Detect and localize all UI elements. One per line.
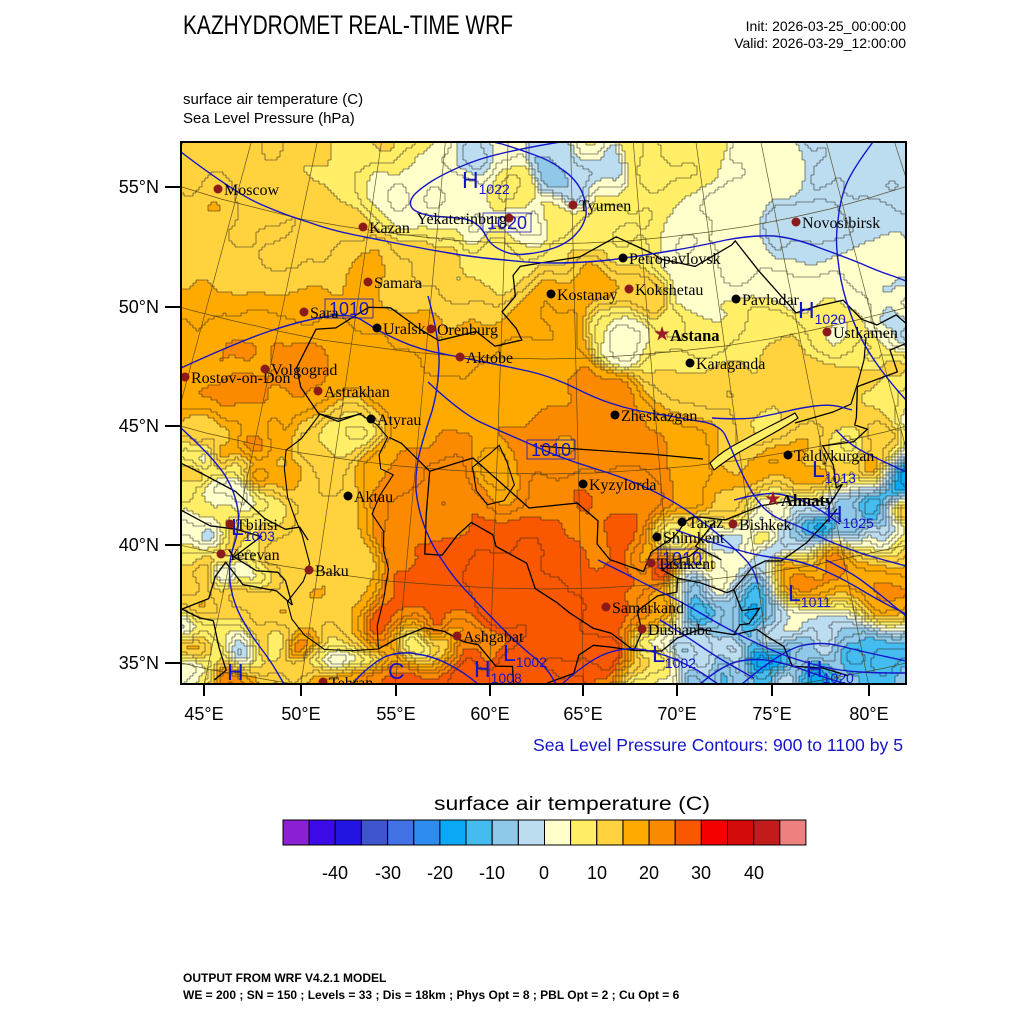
svg-text:40°N: 40°N [119,535,159,555]
svg-text:10: 10 [587,863,607,883]
svg-text:C: C [388,658,405,684]
svg-text:70°E: 70°E [657,704,696,724]
svg-text:surface air temperature (C): surface air temperature (C) [183,91,363,108]
svg-text:Volgograd: Volgograd [271,362,337,379]
svg-text:Tehran: Tehran [329,675,373,692]
svg-text:1010: 1010 [662,549,702,569]
svg-text:Tyumen: Tyumen [579,198,631,215]
svg-text:Taraz: Taraz [688,515,723,532]
svg-text:0: 0 [539,863,549,883]
svg-text:Zheskazgan: Zheskazgan [621,408,697,425]
svg-text:50°N: 50°N [119,297,159,317]
svg-text:Astrakhan: Astrakhan [324,384,390,401]
svg-text:60°E: 60°E [470,704,509,724]
svg-text:Samarkand: Samarkand [612,600,684,617]
svg-text:80°E: 80°E [849,704,888,724]
svg-text:Astana: Astana [670,326,720,345]
svg-text:-20: -20 [427,863,453,883]
svg-text:Pavlodar: Pavlodar [742,292,800,309]
svg-text:45°N: 45°N [119,416,159,436]
svg-text:Tashkent: Tashkent [657,556,715,573]
svg-text:Samara: Samara [374,275,422,292]
svg-text:45°E: 45°E [184,704,223,724]
svg-text:35°N: 35°N [119,653,159,673]
svg-text:Kostanay: Kostanay [557,287,617,304]
svg-text:Kazan: Kazan [369,220,410,237]
svg-text:-40: -40 [322,863,348,883]
svg-text:Petropavlovsk: Petropavlovsk [629,251,721,268]
svg-text:Novosibirsk: Novosibirsk [802,215,880,232]
svg-text:Bishkek: Bishkek [739,517,791,534]
svg-text:30: 30 [691,863,711,883]
svg-text:Baku: Baku [315,563,349,580]
svg-text:Orenburg: Orenburg [437,322,498,339]
svg-text:Ustkamen: Ustkamen [833,325,898,342]
svg-text:Taldykurgan: Taldykurgan [794,448,874,465]
svg-text:55°E: 55°E [376,704,415,724]
svg-text:Moscow: Moscow [224,182,280,199]
svg-text:Kyzylorda: Kyzylorda [589,477,657,494]
svg-text:-30: -30 [375,863,401,883]
svg-text:75°E: 75°E [752,704,791,724]
svg-text:surface air temperature (C): surface air temperature (C) [434,794,710,815]
svg-text:Aktau: Aktau [354,489,393,506]
svg-text:Yekaterinburg: Yekaterinburg [416,211,507,228]
svg-text:H: H [227,659,244,685]
svg-text:Dushanbe: Dushanbe [648,622,712,639]
svg-text:Uralsk: Uralsk [383,321,426,338]
svg-text:65°E: 65°E [563,704,602,724]
svg-text:55°N: 55°N [119,177,159,197]
svg-text:1010: 1010 [531,440,571,460]
svg-text:-10: -10 [479,863,505,883]
svg-text:1020: 1020 [487,213,527,233]
svg-text:Valid: 2026-03-29_12:00:00: Valid: 2026-03-29_12:00:00 [734,35,906,51]
svg-text:40: 40 [744,863,764,883]
svg-text:Init: 2026-03-25_00:00:00: Init: 2026-03-25_00:00:00 [746,18,907,34]
svg-text:Sea Level Pressure (hPa): Sea Level Pressure (hPa) [183,110,355,127]
svg-text:Atyrau: Atyrau [377,412,421,429]
svg-text:Shimkent: Shimkent [663,530,725,547]
svg-text:Rostov-on-Don: Rostov-on-Don [191,370,291,387]
svg-text:Karaganda: Karaganda [696,356,765,373]
svg-text:1010: 1010 [329,299,369,319]
svg-text:Almaty: Almaty [781,491,834,510]
svg-text:Sara: Sara [310,305,338,322]
svg-text:20: 20 [639,863,659,883]
svg-text:Yerevan: Yerevan [227,547,280,564]
svg-text:KAZHYDROMET REAL-TIME WRF: KAZHYDROMET REAL-TIME WRF [183,10,513,40]
svg-text:Ashgabat: Ashgabat [463,629,524,646]
svg-text:H1020: H1020 [806,656,854,686]
svg-text:Aktobe: Aktobe [466,350,513,367]
svg-text:Tbilisi: Tbilisi [236,517,278,534]
svg-text:50°E: 50°E [281,704,320,724]
svg-text:Kokshetau: Kokshetau [635,282,703,299]
svg-text:WE = 200 ; SN = 150 ; Levels =: WE = 200 ; SN = 150 ; Levels = 33 ; Dis … [183,988,680,1002]
svg-text:OUTPUT FROM WRF V4.2.1 MODEL: OUTPUT FROM WRF V4.2.1 MODEL [183,971,386,985]
svg-text:Sea Level Pressure Contours: 9: Sea Level Pressure Contours: 900 to 1100… [533,735,903,755]
